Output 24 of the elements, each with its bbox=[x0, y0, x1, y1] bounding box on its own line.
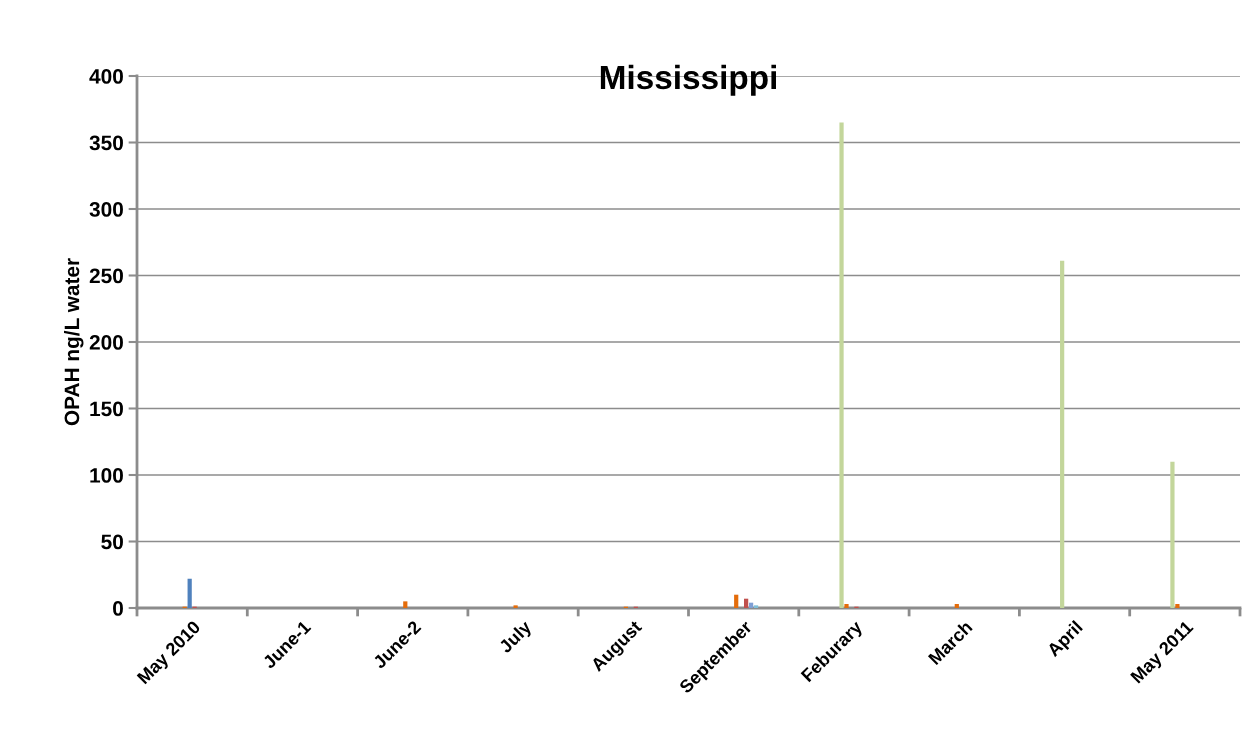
y-tick-label: 250 bbox=[89, 268, 123, 284]
bar bbox=[1060, 260, 1065, 608]
y-tick-label: 100 bbox=[90, 468, 123, 483]
bar bbox=[1175, 604, 1180, 608]
y-tick-label: 200 bbox=[89, 335, 123, 350]
y-tick-label: 400 bbox=[89, 69, 123, 84]
bar bbox=[513, 605, 518, 608]
bar bbox=[844, 604, 849, 608]
bar bbox=[954, 604, 959, 608]
bar bbox=[187, 578, 192, 608]
y-tick-label: 0 bbox=[113, 601, 123, 616]
y-tick-label: 150 bbox=[90, 401, 123, 417]
bar bbox=[403, 601, 408, 608]
y-tick-label: 300 bbox=[89, 202, 123, 217]
y-axis-title: OPAH ng/L water bbox=[63, 258, 84, 426]
bar bbox=[734, 594, 739, 608]
bar bbox=[839, 122, 844, 608]
chart-title: Mississippi bbox=[600, 64, 776, 96]
y-tick-label: 50 bbox=[101, 534, 123, 550]
bar bbox=[753, 605, 759, 608]
bar bbox=[748, 602, 754, 608]
y-tick-label: 350 bbox=[89, 135, 123, 151]
bar bbox=[1170, 461, 1175, 608]
bar bbox=[744, 598, 749, 608]
